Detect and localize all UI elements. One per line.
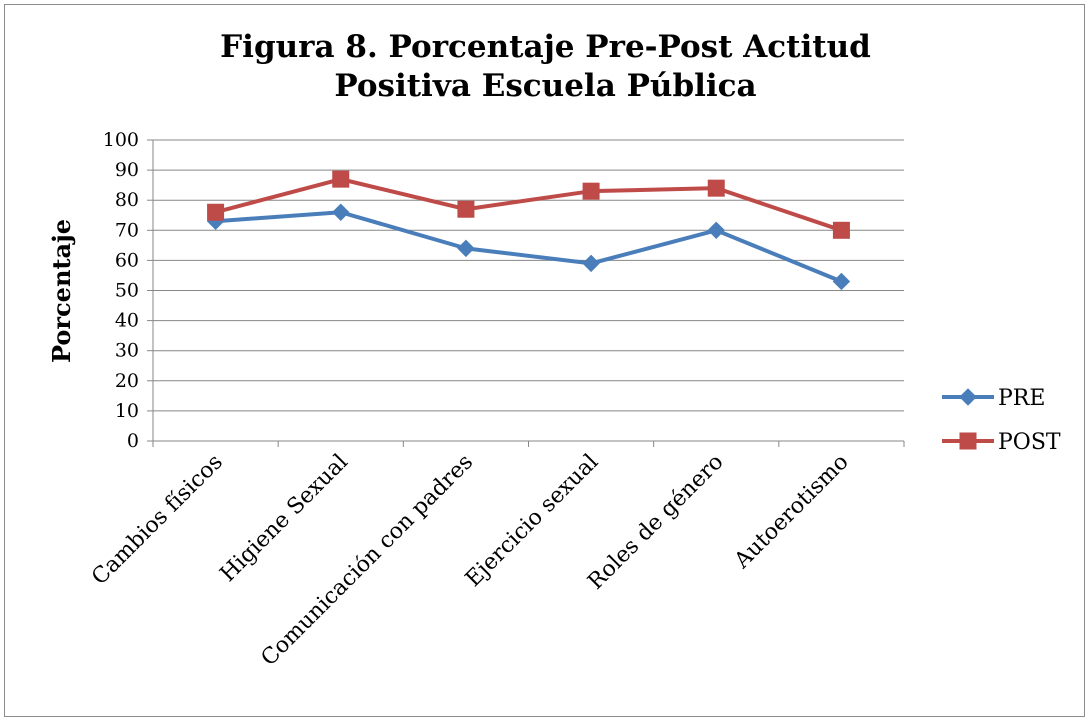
data-point-pre [332, 203, 350, 221]
chart-title-line-2: Positiva Escuela Pública [334, 68, 757, 104]
x-tick-label: Roles de género [583, 450, 728, 595]
legend-label-post: POST [998, 430, 1061, 455]
chart-frame [4, 4, 1085, 717]
y-tick-label: 50 [115, 280, 139, 302]
chart-title-line-1: Figura 8. Porcentaje Pre-Post Actitud [220, 29, 871, 65]
data-point-post [707, 179, 725, 197]
data-point-post [332, 170, 350, 188]
x-tick-label: Higiene Sexual [216, 450, 353, 587]
x-tick-label: Comunicación con padres [257, 450, 479, 672]
data-point-pre [707, 221, 725, 240]
legend-label-pre: PRE [998, 386, 1045, 411]
data-point-post [207, 203, 225, 221]
y-tick-label: 20 [115, 370, 139, 392]
y-tick-label: 10 [115, 400, 139, 422]
y-tick-label: 90 [115, 159, 139, 181]
data-point-pre [457, 239, 475, 258]
x-tick-label: Cambios físicos [87, 450, 228, 591]
legend-marker-pre [959, 388, 977, 406]
y-tick-label: 60 [115, 249, 139, 271]
y-tick-label: 100 [103, 129, 139, 151]
y-tick-label: 30 [115, 340, 139, 362]
y-tick-label: 40 [115, 310, 139, 332]
x-tick-label: Ejercicio sexual [461, 450, 603, 592]
data-point-pre [582, 254, 600, 273]
data-point-post [832, 221, 850, 239]
chart-title: Figura 8. Porcentaje Pre-Post Actitud Po… [0, 28, 1091, 106]
y-axis-label: Porcentaje [47, 219, 76, 363]
y-tick-label: 70 [115, 219, 139, 241]
x-tick-label: Autoerotismo [729, 450, 854, 575]
y-tick-label: 80 [115, 189, 139, 211]
series-line-pre [215, 210, 843, 284]
legend-marker-post [959, 432, 977, 450]
data-point-post [582, 182, 600, 200]
data-point-post [457, 200, 475, 218]
y-tick-label: 0 [127, 430, 139, 452]
series-line-post [215, 177, 843, 233]
data-point-pre [832, 272, 851, 291]
